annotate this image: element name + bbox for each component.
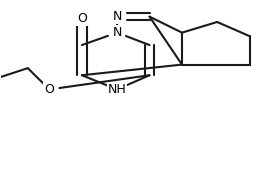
Text: N: N xyxy=(112,10,122,23)
Text: N: N xyxy=(112,26,122,39)
Text: NH: NH xyxy=(108,83,126,96)
Text: O: O xyxy=(44,83,54,96)
Text: O: O xyxy=(77,12,87,25)
